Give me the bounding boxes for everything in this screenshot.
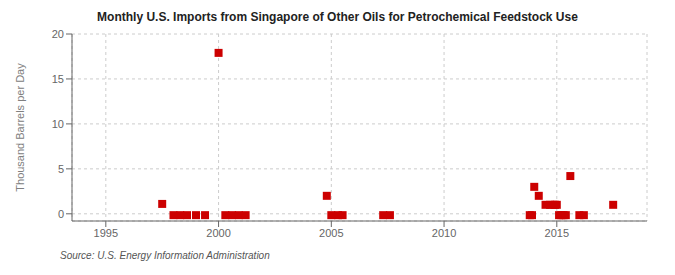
svg-text:Thousand Barrels per Day: Thousand Barrels per Day xyxy=(14,63,26,192)
svg-text:2005: 2005 xyxy=(319,227,343,239)
svg-text:1995: 1995 xyxy=(94,227,118,239)
svg-text:15: 15 xyxy=(52,73,64,85)
svg-text:2000: 2000 xyxy=(206,227,230,239)
html-text:Source: U.S. Energy Informatio: Source: U.S. Energy Information Administ… xyxy=(60,250,270,261)
svg-text:20: 20 xyxy=(52,28,64,40)
svg-text:5: 5 xyxy=(58,163,64,175)
svg-text:0: 0 xyxy=(58,208,64,220)
svg-text:2010: 2010 xyxy=(432,227,456,239)
html-text:Monthly U.S. Imports from Sing: Monthly U.S. Imports from Singapore of O… xyxy=(97,10,578,24)
svg-text:10: 10 xyxy=(52,118,64,130)
svg-text:2015: 2015 xyxy=(545,227,569,239)
